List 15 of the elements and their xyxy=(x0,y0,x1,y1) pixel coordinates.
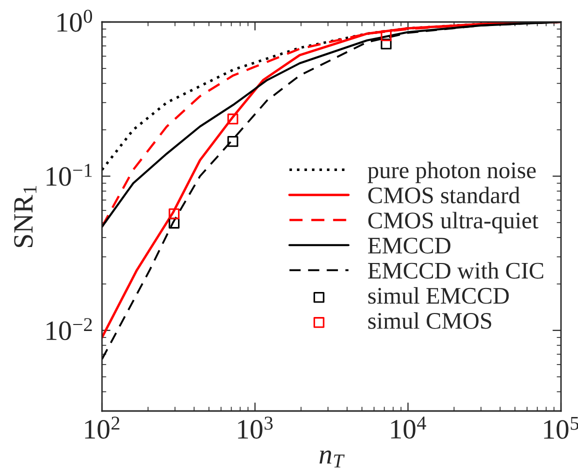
x-tick-label: 10$^{2}$ xyxy=(85,416,120,439)
legend-label: EMCCD with CIC xyxy=(368,262,544,279)
x-tick-label: 10$^{4}$ xyxy=(391,416,426,439)
y-tick-label: 10$^{−2}$ xyxy=(46,318,92,340)
x-axis-title: n$_{T}$ xyxy=(320,450,345,468)
legend-label: CMOS ultra-quiet xyxy=(368,212,538,234)
legend-label: simul CMOS xyxy=(368,312,492,329)
legend-label: EMCCD xyxy=(368,238,450,254)
y-tick-label: 10$^{−1}$ xyxy=(46,164,92,186)
y-tick-label: 10$^{0}$ xyxy=(58,10,92,32)
legend-label: pure photon noise xyxy=(368,162,536,184)
legend-label: CMOS standard xyxy=(368,186,520,204)
x-tick-label: 10$^{3}$ xyxy=(238,416,273,439)
legend-label: simul EMCCD xyxy=(368,287,509,304)
y-axis-title: SNR$_{1}$ xyxy=(14,186,36,248)
